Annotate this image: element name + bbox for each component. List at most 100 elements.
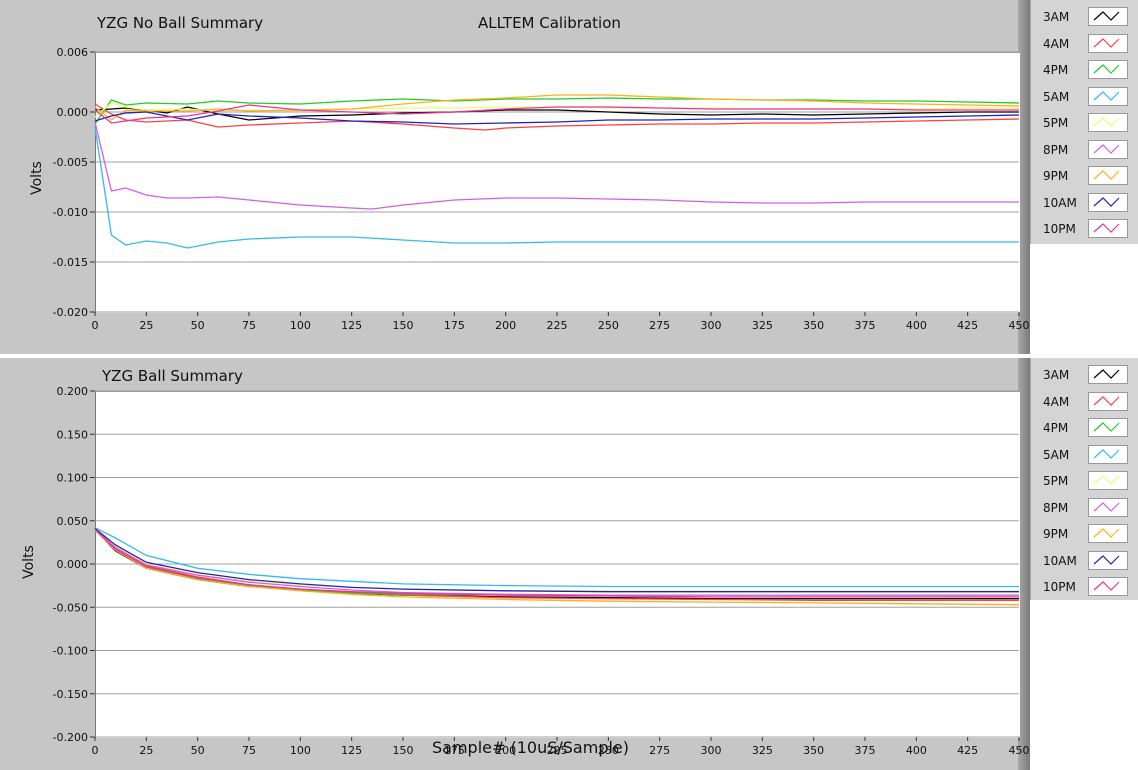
legend-swatch: [1088, 166, 1128, 185]
top-x-tick-label: 250: [598, 319, 619, 332]
top-x-tick-label: 325: [752, 319, 773, 332]
legend-swatch: [1088, 33, 1128, 53]
top-x-tick-label: 425: [957, 319, 978, 332]
top-legend-item-9pm[interactable]: 9PM: [1031, 163, 1138, 189]
legend-label: 3AM: [1043, 368, 1070, 382]
top-series-line-4pm: [94, 97, 1020, 125]
top-x-tick-label: 275: [649, 319, 670, 332]
bottom-x-tick-label: 225: [547, 744, 568, 757]
top-x-tick-label: 50: [191, 319, 205, 332]
top-x-tick-label: 75: [242, 319, 256, 332]
top-y-tick-label: -0.005: [53, 156, 88, 169]
top-x-tick-label: 200: [495, 319, 516, 332]
bottom-x-tick-label: 75: [242, 744, 256, 757]
top-graph-frame-edge: [1018, 0, 1030, 354]
legend-swatch: [1088, 7, 1128, 26]
legend-swatch: [1088, 60, 1128, 79]
bottom-y-tick-label: -0.200: [53, 731, 88, 744]
legend-label: 4PM: [1043, 63, 1069, 77]
bottom-y-tick-label: 0.150: [57, 428, 89, 441]
legend-swatch: [1088, 524, 1128, 543]
legend-label: 10AM: [1043, 553, 1077, 568]
bottom-graph-title: YZG Ball Summary: [102, 367, 243, 385]
bottom-y-tick-label: 0.100: [57, 472, 89, 485]
legend-swatch: [1088, 471, 1128, 490]
bottom-legend-item-4am[interactable]: 4AM: [1031, 389, 1138, 415]
bottom-legend-item-10pm[interactable]: 10PM: [1031, 574, 1138, 600]
top-legend-item-10pm[interactable]: 10PM: [1031, 216, 1138, 242]
legend-label: 5PM: [1043, 116, 1069, 130]
top-graph-title: YZG No Ball Summary: [97, 14, 264, 32]
legend-label: 4AM: [1043, 36, 1070, 51]
bottom-x-tick-label: 300: [701, 744, 722, 757]
bottom-x-tick-label: 200: [495, 744, 516, 757]
bottom-y-tick-label: 0.200: [57, 385, 89, 398]
top-legend-item-8pm[interactable]: 8PM: [1031, 137, 1138, 163]
bottom-series-line-5am: [94, 527, 1019, 588]
bottom-y-tick-label: -0.050: [53, 601, 88, 614]
legend-swatch: [1088, 192, 1128, 212]
bottom-x-tick-label: 250: [598, 744, 619, 757]
bottom-x-tick-label: 350: [803, 744, 824, 757]
legend-swatch: [1088, 86, 1128, 106]
top-x-tick-label: 450: [1009, 319, 1030, 332]
bottom-legend-item-3am[interactable]: 3AM: [1031, 362, 1138, 388]
bottom-y-tick-label: -0.100: [53, 645, 88, 658]
bottom-y-tick-label: 0.050: [57, 515, 89, 528]
top-x-tick-label: 225: [547, 319, 568, 332]
bottom-x-tick-label: 325: [752, 744, 773, 757]
top-legend-item-10am[interactable]: 10AM: [1031, 190, 1138, 216]
bottom-legend-item-10am[interactable]: 10AM: [1031, 548, 1138, 574]
bottom-legend-item-9pm[interactable]: 9PM: [1031, 521, 1138, 547]
legend-swatch: [1088, 550, 1128, 570]
bottom-x-tick-label: 100: [290, 744, 311, 757]
top-x-tick-label: 400: [906, 319, 927, 332]
bottom-chart-svg: -0.200 -0.150 -0.100 -0.050 0.000 0.050 0.100 0…: [53, 385, 1030, 757]
top-series-line-10pm: [94, 104, 1019, 124]
top-x-tick-label: 25: [139, 319, 153, 332]
legend-label: 5PM: [1043, 474, 1069, 488]
top-chart-svg: -0.020 -0.015 -0.010 -0.005 0.000 0.006 0 25 50 7…: [53, 46, 1030, 332]
top-series-line-9pm: [94, 94, 1020, 121]
legend-label: 10PM: [1043, 222, 1076, 236]
top-x-tick-label: 300: [701, 319, 722, 332]
top-graph-subtitle: ALLTEM Calibration: [478, 14, 621, 32]
bottom-x-tick-label: 400: [906, 744, 927, 757]
bottom-x-tick-label: 175: [444, 744, 465, 757]
bottom-x-tick-label: 450: [1009, 744, 1030, 757]
bottom-series-line-5pm: [94, 528, 1019, 592]
legend-swatch: [1088, 497, 1128, 517]
legend-swatch: [1088, 113, 1128, 132]
bottom-y-tick-label: 0.000: [57, 558, 89, 571]
top-legend-item-4am[interactable]: 4AM: [1031, 31, 1138, 57]
bottom-legend-item-4pm[interactable]: 4PM: [1031, 415, 1138, 441]
legend-swatch: [1088, 577, 1128, 596]
bottom-x-tick-label: 375: [855, 744, 876, 757]
legend-label: 8PM: [1043, 500, 1069, 515]
top-x-tick-label: 150: [393, 319, 414, 332]
top-y-tick-label: -0.010: [53, 206, 88, 219]
legend-label: 4PM: [1043, 421, 1069, 435]
legend-label: 10PM: [1043, 580, 1076, 594]
top-legend-item-4pm[interactable]: 4PM: [1031, 57, 1138, 83]
legend-label: 8PM: [1043, 142, 1069, 157]
bottom-graph-frame-edge: [1018, 358, 1030, 770]
top-y-tick-label: 0.006: [57, 46, 89, 59]
bottom-legend-item-8pm[interactable]: 8PM: [1031, 495, 1138, 521]
bottom-x-tick-label: 50: [191, 744, 205, 757]
bottom-series-line-10am: [94, 527, 1019, 593]
legend-label: 3AM: [1043, 10, 1070, 24]
bottom-series-line-10pm: [94, 528, 1019, 598]
legend-swatch: [1088, 391, 1128, 411]
bottom-legend-item-5pm[interactable]: 5PM: [1031, 468, 1138, 494]
top-legend-item-5pm[interactable]: 5PM: [1031, 110, 1138, 136]
top-series-line-8pm: [94, 121, 1019, 210]
top-legend-item-3am[interactable]: 3AM: [1031, 4, 1138, 30]
top-legend-item-5am[interactable]: 5AM: [1031, 84, 1138, 110]
bottom-x-tick-label: 275: [649, 744, 670, 757]
bottom-series-line-4pm: [94, 528, 1019, 596]
top-y-tick-label: 0.000: [57, 106, 89, 119]
bottom-legend-item-5am[interactable]: 5AM: [1031, 442, 1138, 468]
top-x-tick-label: 350: [803, 319, 824, 332]
top-series-line-4am: [94, 103, 1020, 131]
